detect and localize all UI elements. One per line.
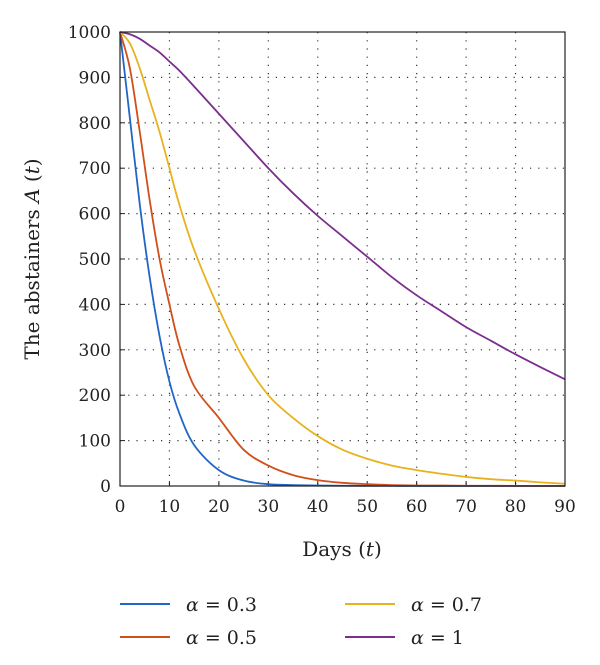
y-tick-label: 700: [79, 159, 111, 179]
series-line-3: [119, 31, 566, 381]
plot-frame: [119, 31, 566, 487]
y-tick-label: 200: [79, 386, 111, 406]
x-tick-label: 40: [307, 497, 329, 517]
x-tick-label: 20: [208, 497, 230, 517]
x-tick-label: 70: [455, 497, 477, 517]
legend: α = 0.3 α = 0.7 α = 0.5 α = 1: [120, 594, 482, 649]
y-axis-label: The abstainers A (t): [20, 158, 44, 359]
y-tick-label: 1000: [68, 23, 111, 43]
y-tick-label: 0: [100, 477, 111, 497]
series-line-2: [119, 31, 566, 485]
y-tick-label: 800: [79, 114, 111, 134]
y-tick-label: 400: [79, 295, 111, 315]
x-tick-label: 90: [554, 497, 576, 517]
x-tick-label: 50: [356, 497, 378, 517]
y-tick-label: 900: [79, 68, 111, 88]
x-tick-label: 80: [505, 497, 527, 517]
x-tick-label: 60: [406, 497, 428, 517]
grid: [120, 32, 565, 486]
x-tick-label: 0: [115, 497, 126, 517]
y-tick-label: 300: [79, 341, 111, 361]
x-tick-label: 10: [159, 497, 181, 517]
legend-label-alpha-0-5: α = 0.5: [186, 627, 257, 649]
x-tick-label: 30: [258, 497, 280, 517]
legend-label-alpha-1: α = 1: [411, 627, 464, 649]
legend-label-alpha-0-7: α = 0.7: [411, 594, 482, 616]
legend-label-alpha-0-3: α = 0.3: [186, 594, 257, 616]
y-tick-label: 600: [79, 205, 111, 225]
y-tick-label: 100: [79, 432, 111, 452]
y-tick-label: 500: [79, 250, 111, 270]
x-axis-label: Days (t): [302, 537, 382, 561]
ticks: 0 10 20 30 40 50 60 70 80 90010020030040050060070…: [68, 23, 576, 517]
